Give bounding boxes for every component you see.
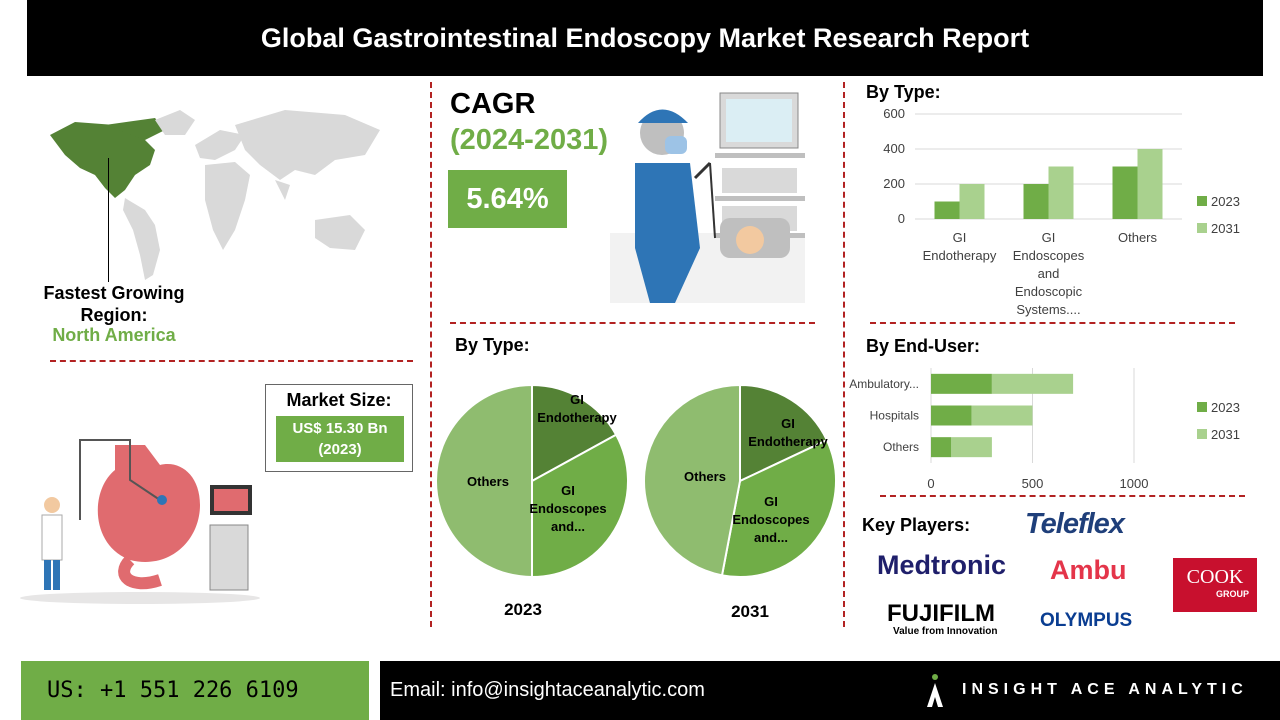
cook-logo-sub: GROUP: [1215, 589, 1249, 599]
cagr-value: 5.64%: [448, 170, 567, 228]
pie-slice-label: Others: [684, 469, 726, 484]
footer-email[interactable]: Email: info@insightaceanalytic.com: [390, 679, 705, 701]
legend-swatch: [1197, 223, 1207, 233]
y-tick-label: 600: [883, 106, 905, 121]
divider-h-left: [50, 360, 413, 362]
pie-2031-year: 2031: [731, 602, 769, 621]
pie-slice: [720, 438, 837, 578]
divider-h-right-top: [870, 322, 1235, 324]
pie-slice-label: GI Endoscopes and...: [732, 494, 809, 545]
bar-type-title: By Type:: [866, 82, 941, 102]
legend-label: 2023: [1211, 400, 1240, 415]
x-tick-label: 0: [927, 476, 934, 491]
y-category-label: Ambulatory...: [849, 377, 919, 391]
bar-2031: [971, 405, 1033, 426]
x-category-label: Others: [1118, 230, 1158, 245]
divider-h-center: [450, 322, 815, 324]
pie-slice: [739, 383, 829, 483]
bar-chart-by-end-user: Ambulatory... Hospitals Others 0 500 1000 20…: [849, 368, 1240, 491]
bar-enduser-title: By End-User:: [866, 336, 981, 356]
bar-2031: [959, 184, 985, 219]
bar-2023: [1023, 184, 1049, 219]
divider-h-right-bottom: [880, 495, 1245, 497]
pie-slice-label: GI Endoscopes and...: [529, 483, 606, 534]
pie-slice-label: GI Endotherapy: [537, 392, 617, 425]
legend-swatch: [1197, 429, 1207, 439]
world-map-illustration: [50, 110, 380, 280]
x-tick-label: 1000: [1120, 476, 1149, 491]
y-tick-label: 200: [883, 176, 905, 191]
fastest-region-label: Fastest Growing Region:: [43, 283, 185, 325]
bar-2023: [931, 437, 952, 458]
y-category-label: Hospitals: [870, 409, 919, 423]
medtronic-logo: Medtronic: [877, 550, 1007, 580]
fujifilm-logo: FUJIFILM: [887, 600, 995, 627]
cagr-label: CAGR: [450, 88, 536, 120]
teleflex-logo: Teleflex: [1025, 508, 1125, 540]
divider-left: [430, 82, 432, 627]
bar-2023: [931, 405, 972, 426]
bar-2031: [1048, 166, 1074, 219]
legend-label: 2031: [1211, 221, 1240, 236]
pie-2023-year: 2023: [504, 600, 542, 619]
ambu-logo: Ambu: [1050, 555, 1127, 585]
bar-2031: [1137, 149, 1163, 219]
bar-chart-by-type: 0 200 400 600 GI Endotherapy GI Endoscopes and E…: [883, 106, 1240, 317]
legend-swatch: [1197, 402, 1207, 412]
legend-swatch: [1197, 196, 1207, 206]
page-title: Global Gastrointestinal Endoscopy Market…: [260, 22, 1030, 53]
market-size-box: [265, 384, 413, 472]
x-tick-label: 500: [1022, 476, 1044, 491]
title-bar: Global Gastrointestinal Endoscopy Market…: [27, 0, 1263, 76]
doctor-endoscopy-illustration: [610, 92, 805, 303]
pie-slice: [531, 433, 629, 579]
bar-2031: [991, 373, 1074, 394]
brand-logo-icon: [927, 674, 943, 707]
legend-label: 2023: [1211, 194, 1240, 209]
pie-charts: GI Endotherapy GI Endoscopes and... Others GI…: [435, 383, 837, 579]
pie-slice-label: Others: [467, 474, 509, 489]
footer-brand: INSIGHT ACE ANALYTIC: [962, 681, 1248, 698]
y-tick-label: 400: [883, 141, 905, 156]
bar-2023: [931, 373, 992, 394]
bar-2031: [951, 437, 992, 458]
divider-right: [843, 82, 845, 627]
market-size-label: Market Size:: [286, 390, 392, 410]
footer-phone[interactable]: US: +1 551 226 6109: [47, 678, 299, 703]
y-tick-label: 0: [898, 211, 905, 226]
pie-slice: [531, 383, 618, 483]
key-players-title: Key Players:: [862, 515, 971, 535]
cook-logo-text: COOK: [1186, 566, 1244, 588]
fastest-region-value: North America: [52, 325, 176, 345]
cook-logo: COOK GROUP: [1173, 558, 1257, 612]
bar-2023: [934, 201, 960, 219]
pie-section-title: By Type:: [455, 335, 530, 355]
pie-slice: [643, 383, 741, 577]
x-category-label: GI Endoscopes and Endoscopic Systems....: [1013, 230, 1085, 317]
legend-label: 2031: [1211, 427, 1240, 442]
pie-slice-label: GI Endotherapy: [748, 416, 828, 449]
cagr-period: (2024-2031): [450, 124, 608, 156]
olympus-logo: OLYMPUS: [1040, 610, 1133, 631]
y-category-label: Others: [883, 440, 919, 454]
bar-2023: [1112, 166, 1138, 219]
pie-slice: [435, 383, 533, 579]
region-pointer-line: [108, 158, 109, 282]
fujifilm-tagline: Value from Innovation: [893, 626, 998, 637]
stomach-endoscopy-illustration: [20, 439, 260, 604]
x-category-label: GI Endotherapy: [923, 230, 997, 263]
market-size-value: US$ 15.30 Bn (2023): [276, 416, 404, 462]
footer-contact-bar: Email: info@insightaceanalytic.com INSIG…: [380, 661, 1280, 720]
footer-phone-box: US: +1 551 226 6109: [21, 661, 369, 720]
